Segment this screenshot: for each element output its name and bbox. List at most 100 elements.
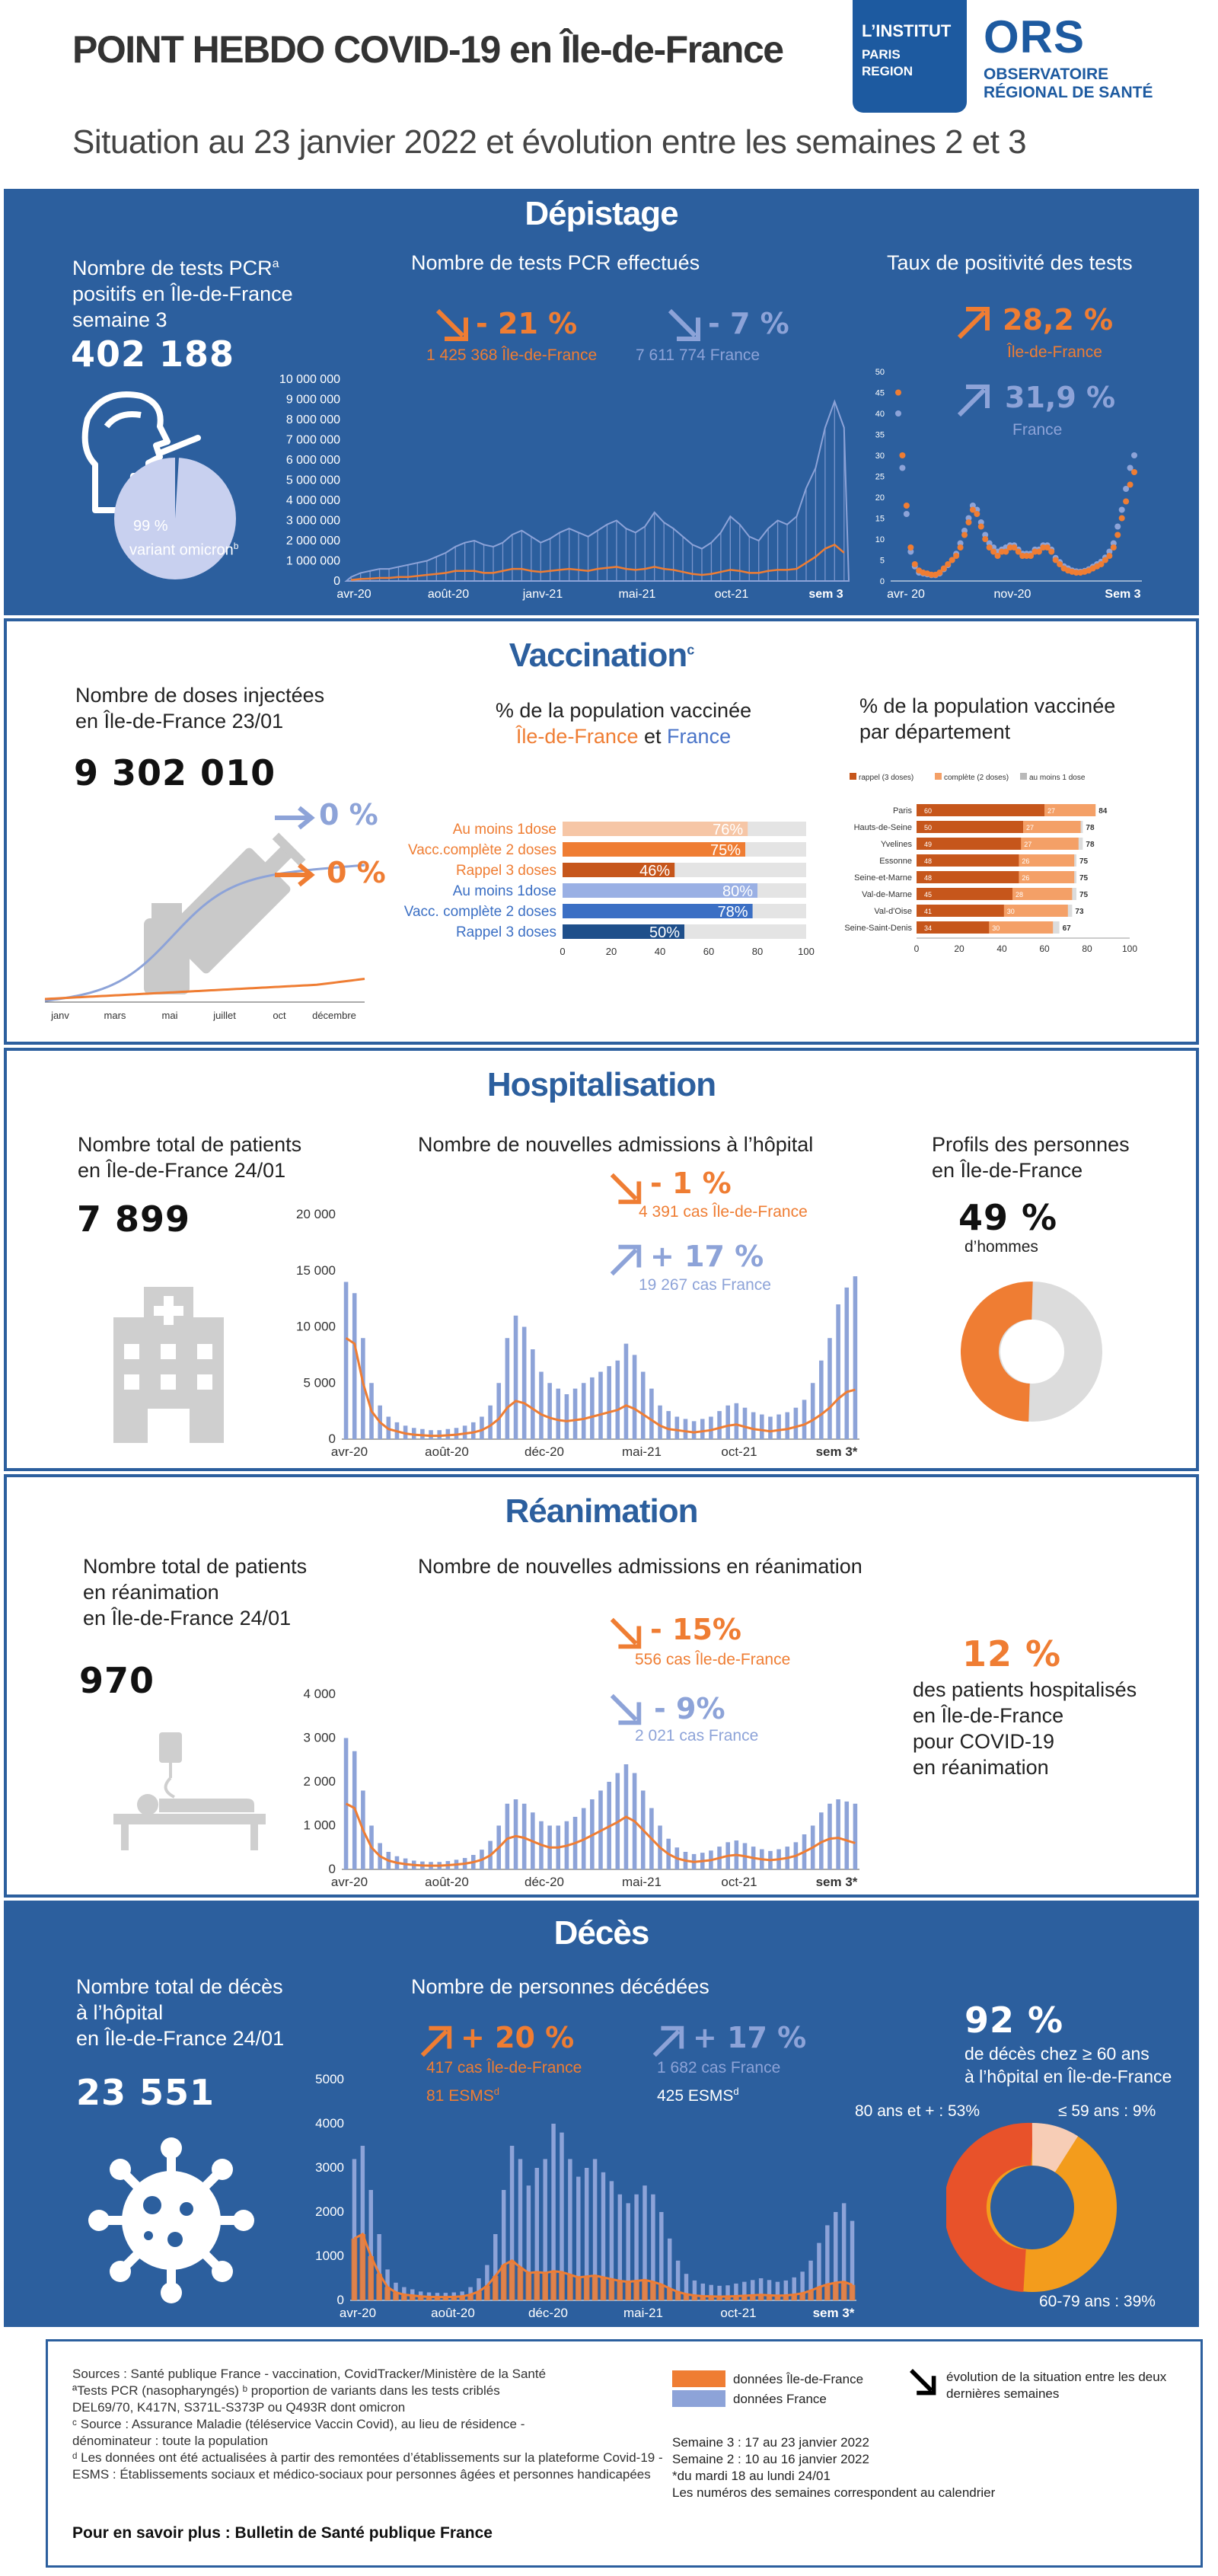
- pcr-positive-label: Nombre de tests PCRa positifs en Île-de-…: [72, 251, 293, 333]
- bar-france: [649, 1388, 654, 1439]
- bar-idf: [783, 2295, 789, 2300]
- donut-label-59: ≤ 59 ans : 9%: [1058, 2102, 1156, 2120]
- bar-idf: [351, 2238, 358, 2300]
- point-idf: [949, 557, 955, 563]
- point-idf: [957, 544, 964, 551]
- bar-idf: [417, 2296, 424, 2300]
- bar-idf: [600, 2277, 607, 2300]
- x-tick-label: janv-21: [522, 588, 563, 601]
- bar-france: [776, 1414, 781, 1439]
- donut-label-60-79: 60-79 ans : 39%: [1039, 2293, 1156, 2310]
- depistage-section: Dépistage Nombre de tests PCRa positifs …: [4, 189, 1199, 615]
- more-info-link[interactable]: Pour en savoir plus : Bulletin de Santé …: [72, 2524, 493, 2542]
- footnote-mark: d: [493, 2086, 499, 2097]
- bar-france: [564, 1394, 569, 1439]
- profile-label: Profils des personnes en Île-de-France: [932, 1132, 1130, 1183]
- bar-idf: [525, 2273, 532, 2300]
- point-idf: [1131, 469, 1137, 475]
- bar-idf: [459, 2296, 465, 2300]
- bar-france: [827, 1338, 832, 1439]
- data-label: 30: [1007, 908, 1015, 915]
- bar-idf: [617, 2281, 623, 2300]
- positivity-fr-label: France: [1012, 421, 1063, 439]
- bar-idf: [368, 2256, 375, 2300]
- men-donut-chart: [960, 1282, 1102, 1422]
- series-idf-line: [353, 2232, 853, 2299]
- legend-swatch: [850, 773, 856, 780]
- category-label: Paris: [893, 806, 913, 816]
- bar-france: [658, 1405, 662, 1439]
- series-idf-line: [345, 1336, 856, 1438]
- doses-fr-change: 0 %: [319, 798, 378, 832]
- y-tick-label: 0: [329, 1862, 336, 1876]
- doses-label: Nombre de doses injectées en Île-de-Fran…: [75, 682, 324, 734]
- doses-idf-change: 0 %: [327, 856, 386, 889]
- pie-pct: 99 %: [133, 518, 168, 535]
- point-idf: [1011, 544, 1018, 551]
- x-tick-label: mai-21: [623, 2306, 663, 2320]
- bar-france: [632, 1355, 637, 1439]
- bar-france: [505, 1803, 510, 1869]
- label-line: % de la population vaccinée: [495, 699, 752, 722]
- data-label: 28: [1016, 891, 1023, 899]
- bar-france: [827, 1803, 832, 1869]
- bar-idf: [691, 2295, 698, 2300]
- bar-france: [819, 1360, 824, 1439]
- point-france: [907, 548, 914, 555]
- label-line: Nombre total de patients: [78, 1133, 302, 1156]
- bar-idf: [716, 2297, 722, 2300]
- hosp-fr-change: + 17 %: [650, 1240, 764, 1273]
- rea-fr-change: - 9%: [654, 1692, 725, 1725]
- point-idf: [1098, 561, 1105, 567]
- bar-france: [496, 1383, 502, 1439]
- label-line: à l’hôpital en Île-de-France: [965, 2067, 1172, 2086]
- hosp-idf-detail: 4 391 cas Île-de-France: [639, 1203, 808, 1221]
- data-label: 50%: [649, 924, 680, 941]
- down-arrow-icon: [610, 1617, 642, 1649]
- ors-logo: ORS: [984, 11, 1086, 62]
- point-france: [1118, 506, 1125, 513]
- point-idf: [990, 548, 997, 555]
- omicron-pie: [114, 457, 236, 579]
- bar-france: [844, 1287, 850, 1439]
- bar-france: [751, 2280, 755, 2300]
- y-tick-label: 10: [875, 535, 885, 544]
- bar-france: [709, 1416, 713, 1439]
- bar-france: [819, 1812, 824, 1869]
- positivity-label: Taux de positivité des tests: [887, 251, 1133, 274]
- point-idf: [911, 561, 918, 567]
- bar-idf: [700, 2296, 706, 2300]
- point-france: [986, 540, 993, 547]
- label-line: % de la population vaccinée: [859, 694, 1116, 717]
- bar-idf: [500, 2265, 507, 2300]
- bar-idf: [401, 2294, 407, 2300]
- page-subtitle: Situation au 23 janvier 2022 et évolutio…: [72, 123, 1027, 161]
- x-tick-label: oct-21: [721, 1444, 757, 1459]
- x-tick-label: août-20: [428, 588, 469, 601]
- rea-total-label: Nombre total de patients en réanimation …: [83, 1553, 307, 1631]
- bar-france: [576, 2176, 581, 2300]
- data-label: 48: [924, 874, 932, 882]
- bar-idf: [409, 2295, 416, 2300]
- logo-line: OBSERVATOIRE: [984, 65, 1109, 83]
- data-label: 60: [924, 807, 932, 815]
- source-line: ªTests PCR (nasopharyngés) ᵇ proportion …: [72, 2383, 500, 2398]
- point-idf: [986, 544, 993, 551]
- bar-france: [581, 1383, 586, 1439]
- category-label: Rappel 3 doses: [456, 924, 556, 940]
- data-label: 75: [1079, 891, 1089, 899]
- coverage-bar: [563, 904, 753, 918]
- x-tick-label: mai-21: [622, 1875, 662, 1889]
- x-tick-label: déc-20: [528, 2306, 568, 2320]
- bar-france: [617, 2194, 623, 2300]
- bar-france: [802, 1400, 807, 1439]
- vaccination-section: Vaccinationc Nombre de doses injectées e…: [4, 618, 1199, 1045]
- label-line: Nombre total de patients: [83, 1555, 308, 1578]
- label-line: Nombre total de décès: [76, 1975, 283, 1998]
- label-line: en Île-de-France 23/01: [75, 710, 284, 733]
- bar-france: [360, 2146, 365, 2300]
- bar-idf: [832, 2282, 839, 2300]
- bar-idf: [559, 2271, 565, 2300]
- y-tick-label: 7 000 000: [286, 434, 340, 447]
